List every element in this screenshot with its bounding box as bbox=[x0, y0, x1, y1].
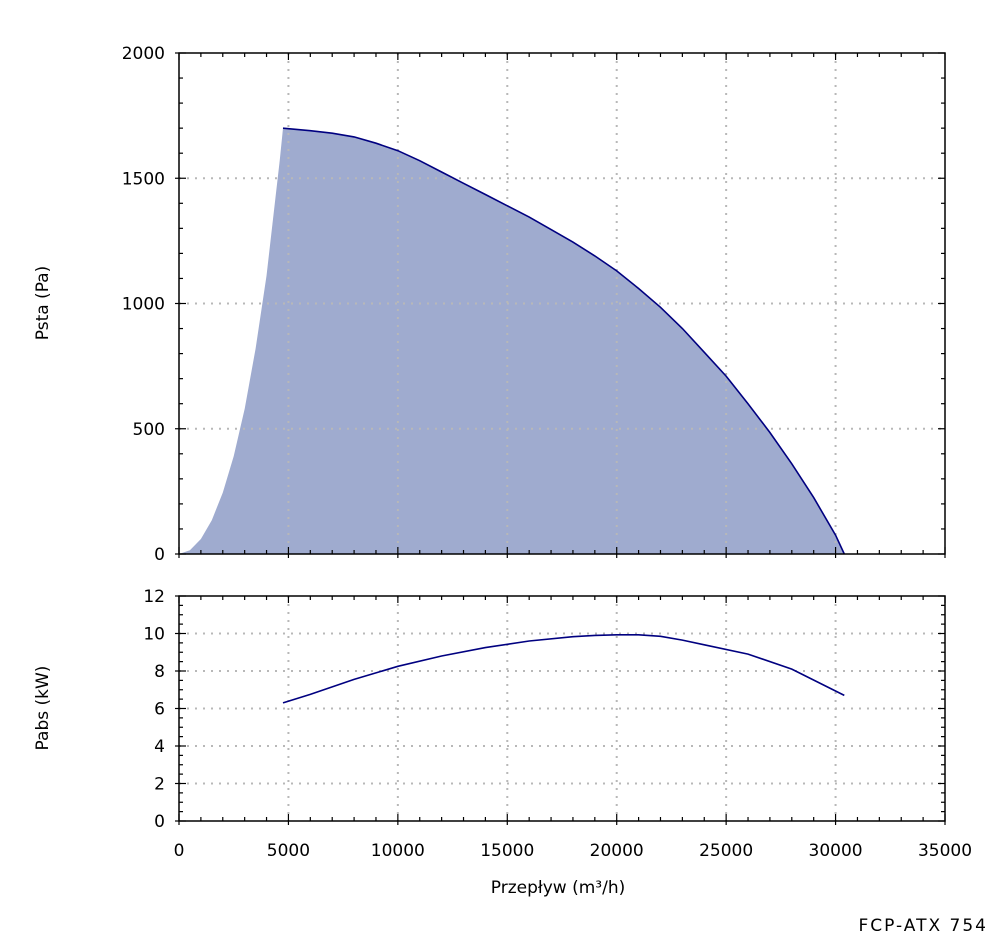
power-plot: 0 2 4 6 8 10 12 0 5000 10000 15000 20000 25000 30000 3… bbox=[33, 587, 972, 898]
y-tick-label: 1500 bbox=[122, 169, 165, 189]
pressure-plot: 0 500 1000 1500 2000 Psta (Pa) bbox=[33, 44, 946, 565]
y-tick-label: 4 bbox=[154, 737, 165, 757]
x-tick-label: 30000 bbox=[809, 841, 863, 861]
series-line bbox=[282, 634, 845, 704]
x-tick-label: 20000 bbox=[590, 841, 644, 861]
y-tick-label: 0 bbox=[154, 812, 165, 832]
plot-frame bbox=[178, 595, 946, 822]
y-tick-label: 2000 bbox=[122, 44, 165, 64]
x-tick-label: 5000 bbox=[267, 841, 310, 861]
model-label: FCP-ATX 754 bbox=[858, 916, 988, 936]
operating-area bbox=[179, 128, 845, 554]
y-tick-label: 6 bbox=[154, 700, 165, 720]
y-tick-label: 12 bbox=[143, 587, 165, 607]
x-tick-label: 25000 bbox=[699, 841, 753, 861]
x-tick-label: 10000 bbox=[371, 841, 425, 861]
x-tick-label: 0 bbox=[174, 841, 185, 861]
y-tick-label: 8 bbox=[154, 662, 165, 682]
y-axis-title: Psta (Pa) bbox=[33, 266, 53, 340]
y-tick-label: 500 bbox=[133, 420, 165, 440]
y-tick-label: 1000 bbox=[122, 295, 165, 315]
x-axis-title: Przepływ (m³/h) bbox=[491, 878, 625, 898]
series-line bbox=[282, 127, 846, 555]
y-axis-title: Pabs (kW) bbox=[33, 666, 53, 751]
x-tick-label: 15000 bbox=[480, 841, 534, 861]
y-tick-label: 10 bbox=[143, 625, 165, 645]
x-tick-label: 35000 bbox=[918, 841, 972, 861]
y-tick-label: 0 bbox=[154, 545, 165, 565]
y-tick-label: 2 bbox=[154, 775, 165, 795]
